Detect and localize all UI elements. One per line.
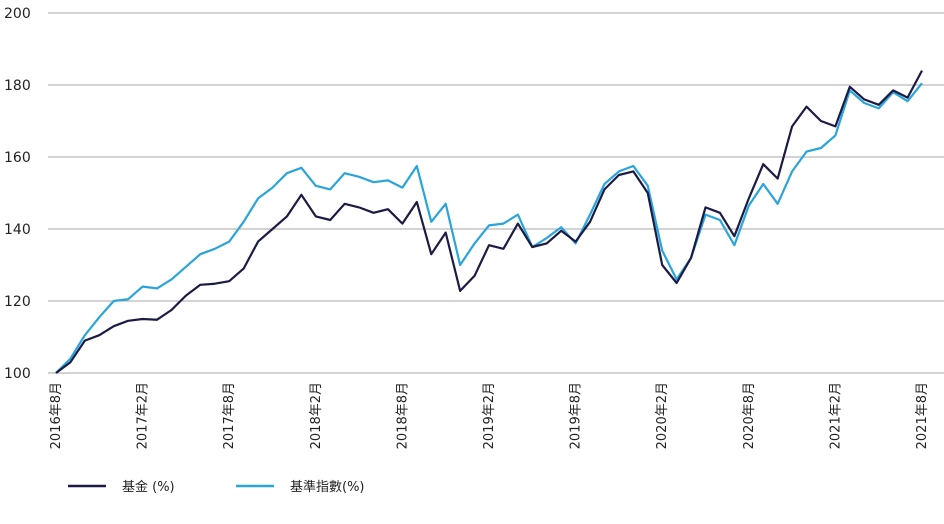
gridlines [48,12,944,374]
legend: 基金 (%) 基準指數(%) [68,479,365,495]
x-tick-label: 2018年8月 [395,382,410,449]
series-lines [55,70,923,374]
y-tick-label: 140 [4,222,31,238]
x-tick-label: 2019年2月 [482,382,497,449]
x-axis-ticks: 2016年8月 2017年2月 2017年8月 2018年2月 2018年8月 2019年… [49,382,930,449]
x-tick-label: 2018年2月 [309,382,324,449]
y-tick-label: 100 [4,366,31,382]
series-line-0 [55,70,923,374]
series-line-1 [55,82,923,374]
x-tick-label: 2017年8月 [222,382,237,449]
y-axis-ticks: 100 120 140 160 180 200 [4,6,31,382]
y-tick-label: 200 [4,6,31,22]
y-tick-label: 180 [4,78,31,94]
x-tick-label: 2016年8月 [49,382,64,449]
x-tick-label: 2017年2月 [136,382,151,449]
legend-label-0: 基金 (%) [122,479,175,495]
y-tick-label: 120 [4,294,31,310]
x-tick-label: 2020年8月 [742,382,757,449]
legend-label-1: 基準指數(%) [290,479,365,495]
x-tick-label: 2021年2月 [828,382,843,449]
x-tick-label: 2021年8月 [915,382,930,449]
y-tick-label: 160 [4,150,31,166]
x-tick-label: 2020年2月 [655,382,670,449]
x-tick-label: 2019年8月 [569,382,584,449]
